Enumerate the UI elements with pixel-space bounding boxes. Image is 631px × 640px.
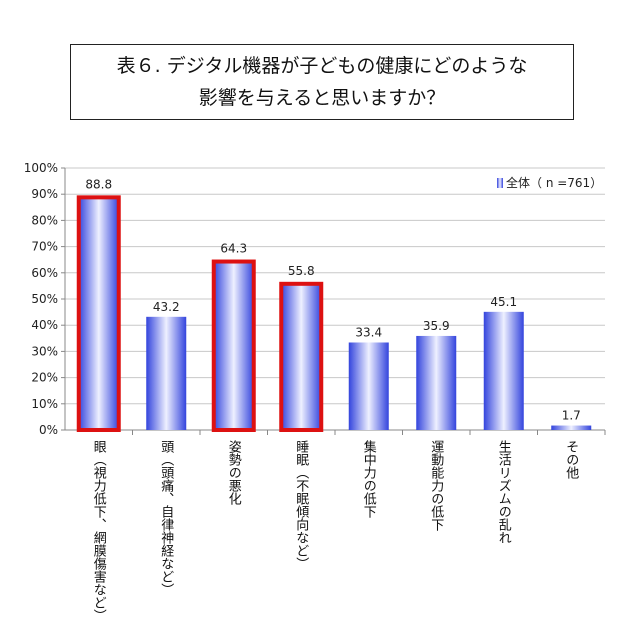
value-label: 88.8 bbox=[85, 177, 112, 191]
y-tick-label: 0% bbox=[39, 423, 58, 437]
title-line-1: 表６. デジタル機器が子どもの健康にどのような bbox=[116, 55, 528, 77]
y-tick-label: 80% bbox=[31, 213, 58, 227]
title-line-2: 影響を与えると思いますか？ bbox=[198, 87, 446, 109]
bar bbox=[76, 195, 121, 432]
chart-title: 表６. デジタル機器が子どもの健康にどのような 影響を与えると思いますか？ bbox=[70, 44, 574, 120]
y-tick-label: 90% bbox=[31, 187, 58, 201]
value-label: 45.1 bbox=[490, 295, 517, 309]
value-label: 33.4 bbox=[355, 325, 382, 339]
value-label: 35.9 bbox=[423, 319, 450, 333]
y-tick-label: 30% bbox=[31, 344, 58, 358]
x-tick-label: 眼（視力低下、網膜傷害など） bbox=[90, 440, 106, 622]
value-label: 64.3 bbox=[220, 242, 247, 256]
x-tick-label: その他 bbox=[563, 440, 579, 479]
x-tick-label: 睡眠（不眠傾向など） bbox=[293, 440, 309, 570]
value-label: 55.8 bbox=[288, 264, 315, 278]
bar bbox=[416, 335, 457, 430]
y-tick-label: 40% bbox=[31, 318, 58, 332]
y-tick-label: 50% bbox=[31, 292, 58, 306]
bar bbox=[211, 259, 256, 432]
x-tick-label: 生活リズムの乱れ bbox=[495, 440, 511, 544]
bar bbox=[551, 425, 592, 430]
y-tick-label: 10% bbox=[31, 397, 58, 411]
value-label: 1.7 bbox=[562, 409, 581, 423]
y-tick-label: 100% bbox=[24, 161, 58, 175]
x-tick-label: 集中力の低下 bbox=[360, 440, 376, 518]
x-tick-label: 頭（頭痛、自律神経など） bbox=[158, 440, 174, 596]
bar bbox=[483, 311, 524, 430]
bar bbox=[348, 342, 389, 430]
y-tick-label: 20% bbox=[31, 371, 58, 385]
legend-label: 全体（ n =761） bbox=[506, 176, 603, 190]
x-tick-label: 姿勢の悪化 bbox=[225, 440, 241, 505]
bar bbox=[146, 316, 187, 430]
value-label: 43.2 bbox=[153, 300, 180, 314]
y-tick-label: 60% bbox=[31, 266, 58, 280]
legend: 全体（ n =761） bbox=[497, 174, 602, 191]
legend-swatch bbox=[497, 177, 503, 188]
y-tick-label: 70% bbox=[31, 240, 58, 254]
x-tick-label: 運動能力の低下 bbox=[428, 440, 444, 531]
bar bbox=[279, 281, 324, 432]
